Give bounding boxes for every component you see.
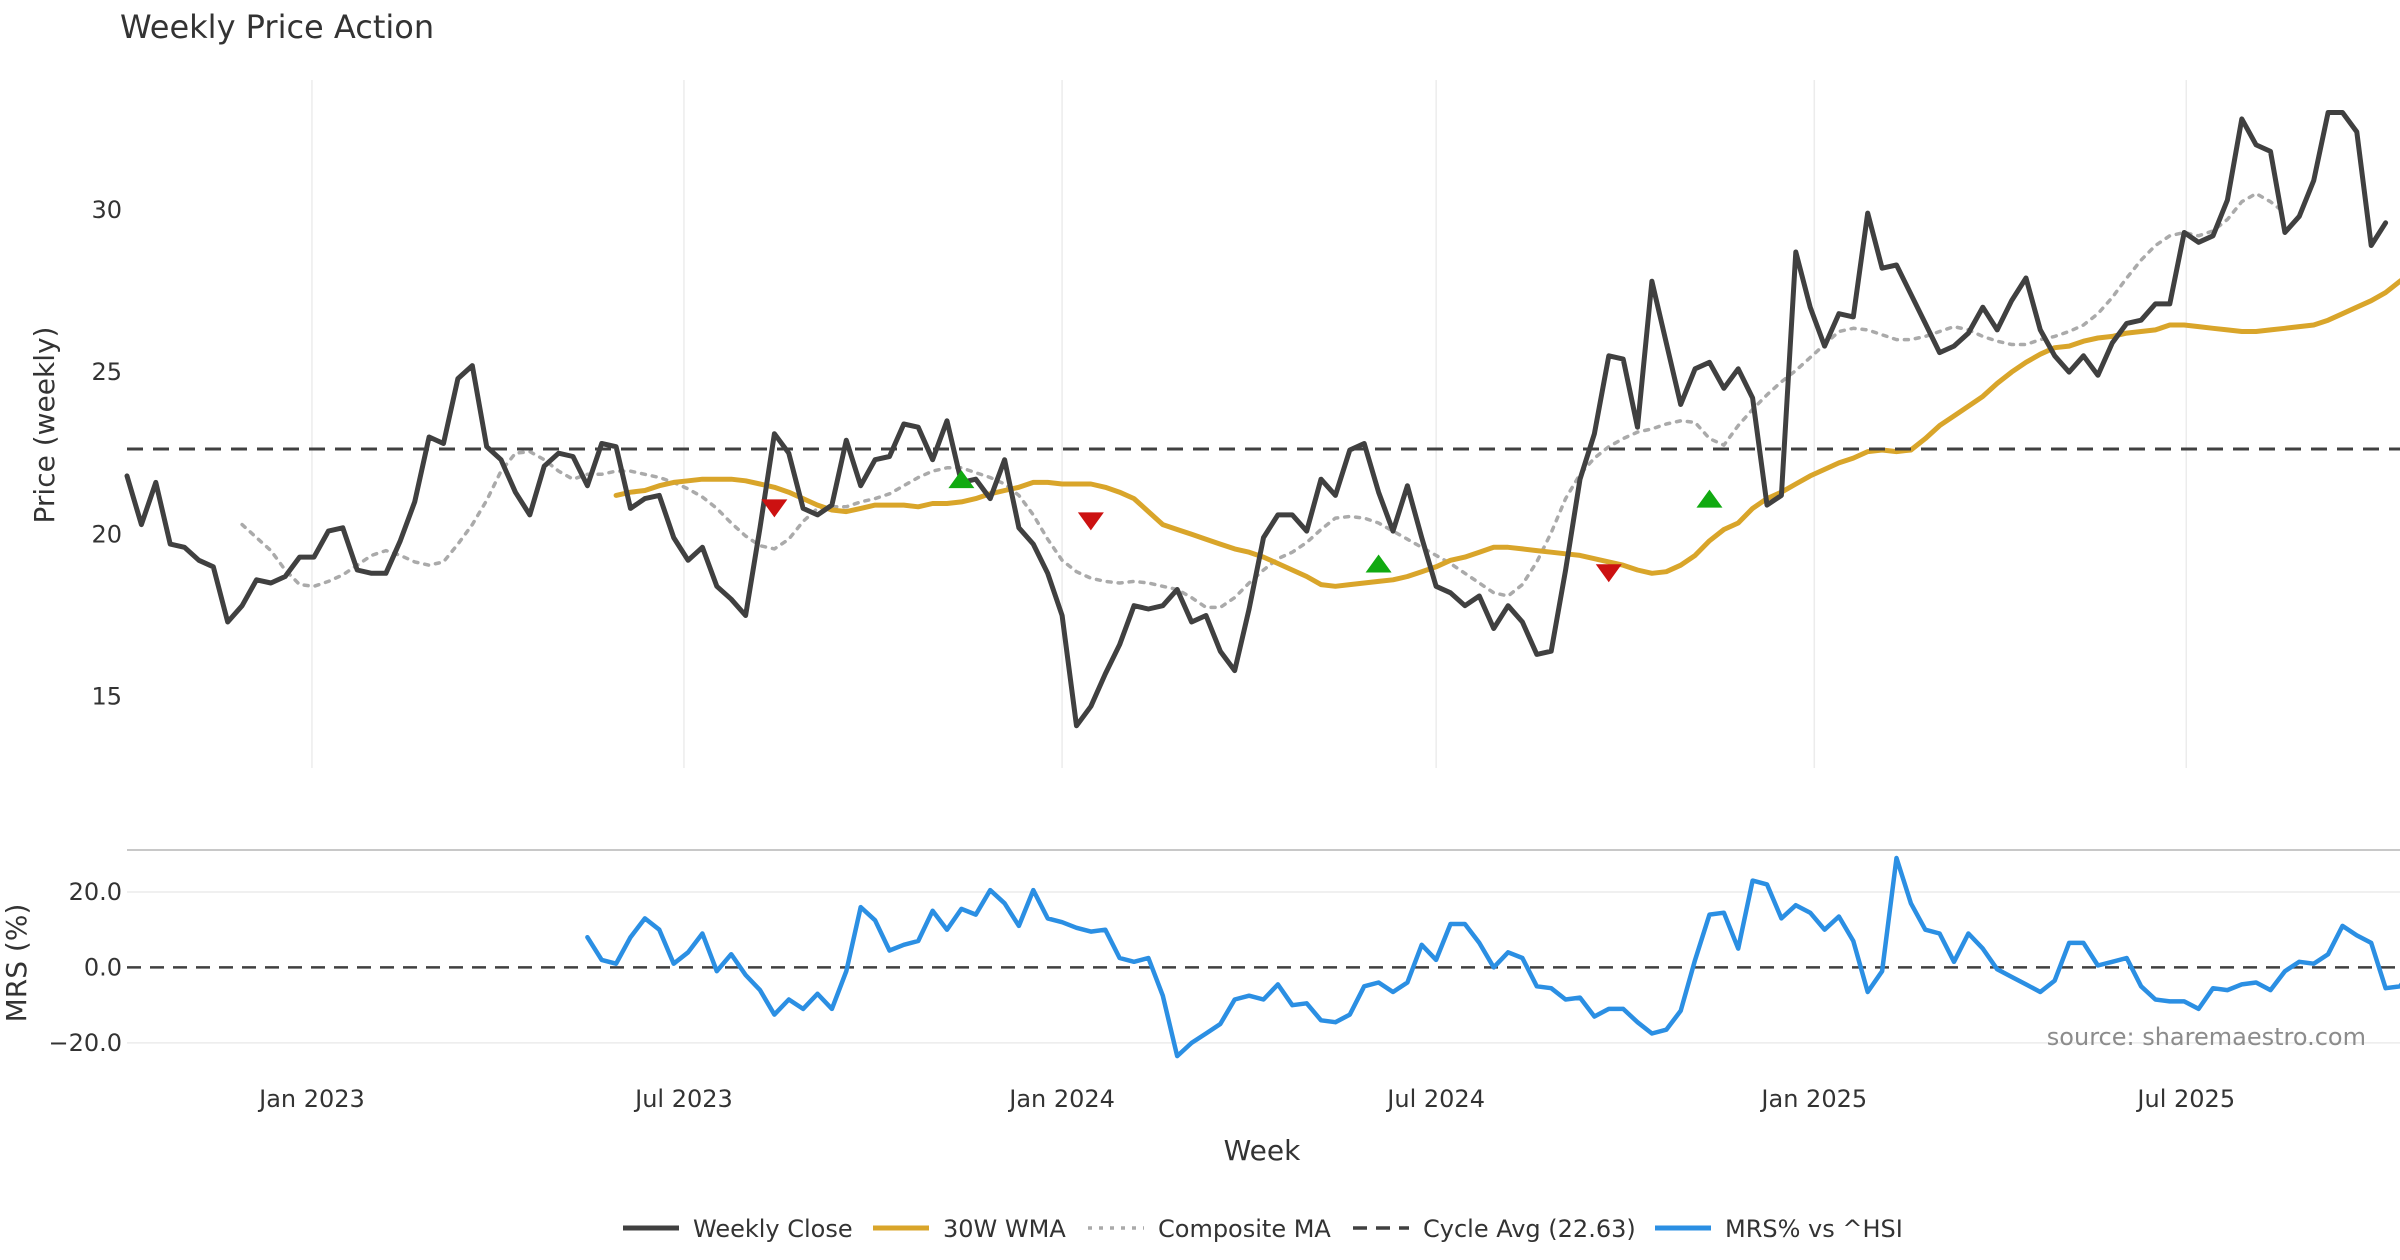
legend: Weekly Close 30W WMA Composite MA Cycle Avg… — [623, 1215, 1903, 1243]
legend-entry: Composite MA — [1088, 1215, 1331, 1243]
legend-label: Weekly Close — [693, 1215, 853, 1243]
sell-signal-marker — [1595, 564, 1622, 583]
price-y-tick-label: 25 — [91, 358, 122, 386]
mrs-y-ticks: 20.0 0.0 −20.0 — [48, 878, 122, 1057]
mrs-grid — [127, 891, 2400, 1044]
chart-title: Weekly Price Action — [120, 8, 434, 46]
price-series — [124, 110, 2400, 729]
price-y-tick-label: 20 — [91, 520, 122, 548]
price-y-axis-label: Price (weekly) — [28, 327, 61, 524]
price-y-tick-label: 30 — [91, 196, 122, 224]
wma-30w-line — [613, 278, 2400, 589]
legend-entry: MRS% vs ^HSI — [1655, 1215, 1903, 1243]
x-tick-label: Jan 2025 — [1759, 1085, 1867, 1113]
buy-signal-marker — [1365, 554, 1392, 573]
weekly-close-line — [124, 110, 2389, 729]
x-tick-label: Jul 2025 — [2135, 1085, 2235, 1113]
x-axis-label: Week — [1224, 1134, 1301, 1167]
legend-label: 30W WMA — [943, 1215, 1066, 1243]
buy-signal-marker — [1696, 489, 1723, 508]
legend-entry: Cycle Avg (22.63) — [1353, 1215, 1636, 1243]
legend-entry: 30W WMA — [873, 1215, 1066, 1243]
buy-signal-marker — [948, 470, 975, 489]
source-annotation: source: sharemaestro.com — [2047, 1023, 2366, 1051]
price-grid — [311, 80, 2188, 768]
x-tick-label: Jan 2023 — [257, 1085, 365, 1113]
mrs-y-tick-label: 0.0 — [84, 953, 122, 981]
mrs-y-tick-label: 20.0 — [69, 878, 122, 906]
x-tick-label: Jul 2023 — [633, 1085, 733, 1113]
sell-signal-marker — [1077, 512, 1104, 531]
signal-markers — [761, 470, 1723, 583]
x-ticks: Jan 2023 Jul 2023 Jan 2024 Jul 2024 Jan 2025… — [257, 1085, 2235, 1113]
x-tick-label: Jan 2024 — [1007, 1085, 1115, 1113]
price-y-tick-label: 15 — [91, 683, 122, 711]
legend-label: Cycle Avg (22.63) — [1423, 1215, 1636, 1243]
mrs-y-tick-label: −20.0 — [48, 1029, 122, 1057]
legend-entry: Weekly Close — [623, 1215, 853, 1243]
mrs-y-axis-label: MRS (%) — [0, 904, 33, 1023]
mrs-series — [127, 855, 2400, 1059]
legend-label: MRS% vs ^HSI — [1725, 1215, 1903, 1243]
mrs-line — [585, 855, 2400, 1059]
price-y-ticks: 15 20 25 30 — [91, 196, 122, 711]
sell-signal-marker — [761, 499, 788, 518]
x-tick-label: Jul 2024 — [1385, 1085, 1485, 1113]
composite-ma-line — [240, 191, 2287, 610]
legend-label: Composite MA — [1158, 1215, 1331, 1243]
